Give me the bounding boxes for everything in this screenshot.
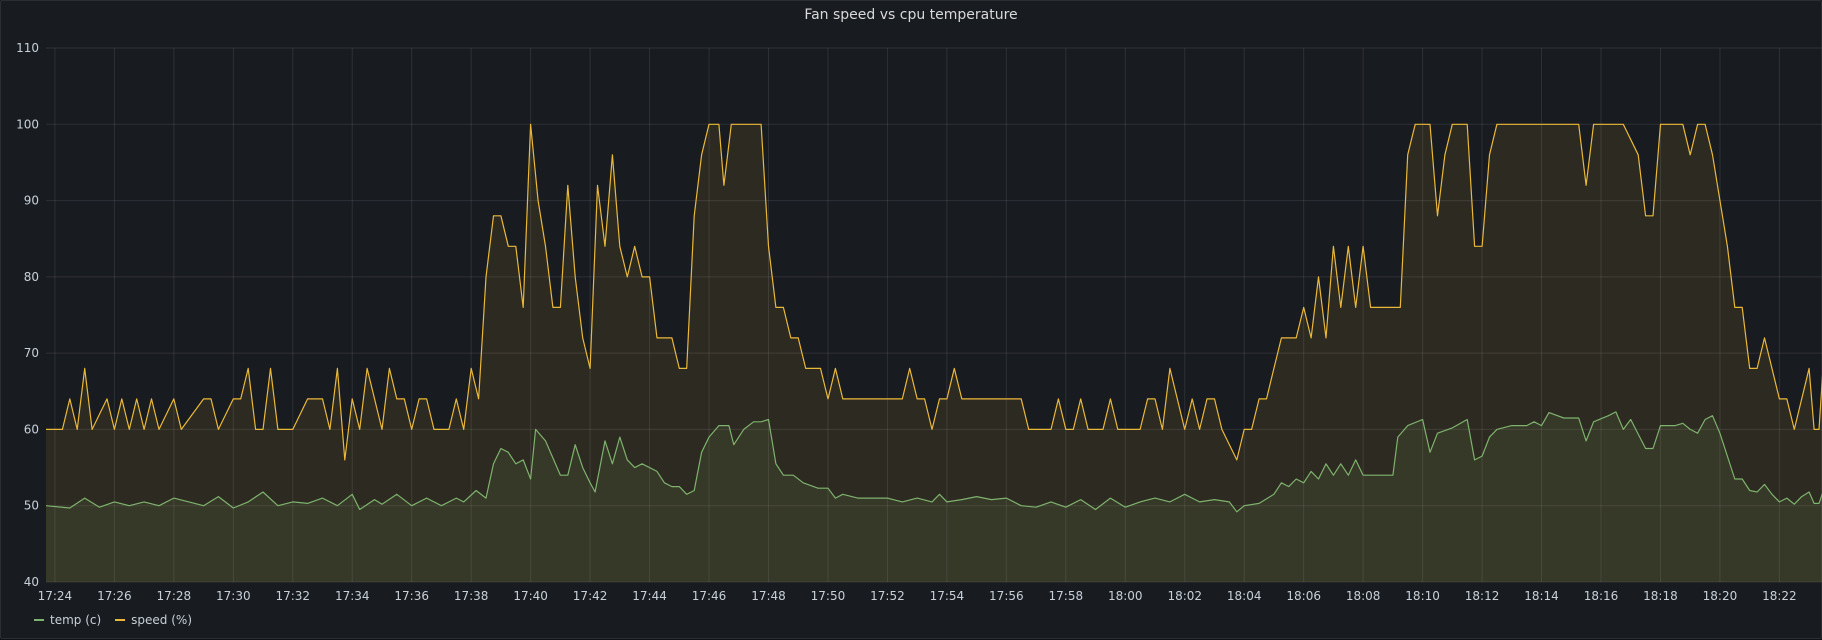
x-tick-label: 18:12 bbox=[1465, 589, 1500, 603]
x-tick-label: 18:20 bbox=[1703, 589, 1738, 603]
grid-lines bbox=[46, 47, 1822, 583]
x-tick-label: 17:24 bbox=[38, 589, 73, 603]
legend: temp (c) speed (%) bbox=[34, 613, 192, 627]
series-areas bbox=[46, 124, 1822, 582]
x-tick-label: 18:22 bbox=[1762, 589, 1797, 603]
x-tick-label: 17:50 bbox=[811, 589, 846, 603]
x-tick-label: 17:38 bbox=[454, 589, 489, 603]
x-tick-label: 17:32 bbox=[275, 589, 310, 603]
legend-swatch-temp bbox=[34, 619, 44, 621]
x-axis: 17:24 17:26 17:28 17:30 17:32 17:34 17:36 17:38… bbox=[38, 589, 1797, 603]
x-tick-label: 18:04 bbox=[1227, 589, 1262, 603]
y-axis: 40 50 60 70 80 90 100 110 bbox=[16, 41, 39, 589]
x-tick-label: 17:46 bbox=[692, 589, 727, 603]
y-tick-label: 40 bbox=[24, 575, 39, 589]
series-lines bbox=[45, 123, 1822, 513]
panel-title[interactable]: Fan speed vs cpu temperature bbox=[804, 7, 1018, 23]
x-tick-label: 17:52 bbox=[870, 589, 905, 603]
y-tick-label: 50 bbox=[24, 499, 39, 513]
y-tick-label: 100 bbox=[16, 117, 39, 131]
area-speed bbox=[46, 124, 1822, 582]
x-tick-label: 18:10 bbox=[1405, 589, 1440, 603]
x-tick-label: 17:26 bbox=[97, 589, 132, 603]
legend-item-temp[interactable]: temp (c) bbox=[34, 613, 101, 627]
x-tick-label: 17:54 bbox=[930, 589, 965, 603]
y-tick-label: 80 bbox=[24, 270, 39, 284]
legend-label-temp: temp (c) bbox=[50, 613, 102, 627]
x-tick-label: 17:30 bbox=[216, 589, 251, 603]
x-tick-label: 18:08 bbox=[1346, 589, 1381, 603]
x-tick-label: 17:42 bbox=[573, 589, 608, 603]
x-tick-label: 18:06 bbox=[1286, 589, 1321, 603]
legend-swatch-speed bbox=[115, 619, 126, 621]
x-tick-label: 18:16 bbox=[1584, 589, 1619, 603]
x-tick-label: 17:58 bbox=[1049, 589, 1084, 603]
x-tick-label: 18:02 bbox=[1167, 589, 1202, 603]
y-tick-label: 70 bbox=[24, 346, 39, 360]
legend-item-speed[interactable]: speed (%) bbox=[115, 613, 192, 627]
x-tick-label: 17:34 bbox=[335, 589, 370, 603]
y-tick-label: 110 bbox=[16, 41, 39, 55]
x-tick-label: 17:36 bbox=[394, 589, 429, 603]
line-speed[interactable] bbox=[46, 123, 1822, 461]
y-tick-label: 90 bbox=[24, 194, 39, 208]
x-tick-label: 18:14 bbox=[1524, 589, 1559, 603]
line-temp[interactable] bbox=[45, 411, 1822, 513]
x-tick-label: 17:56 bbox=[989, 589, 1024, 603]
x-tick-label: 18:18 bbox=[1643, 589, 1678, 603]
x-tick-label: 18:00 bbox=[1108, 589, 1143, 603]
x-tick-label: 17:48 bbox=[751, 589, 786, 603]
x-tick-label: 17:28 bbox=[157, 589, 192, 603]
x-tick-label: 17:44 bbox=[632, 589, 667, 603]
y-tick-label: 60 bbox=[24, 422, 39, 436]
x-tick-label: 17:40 bbox=[513, 589, 548, 603]
area-temp bbox=[46, 411, 1822, 582]
legend-label-speed: speed (%) bbox=[131, 613, 193, 627]
